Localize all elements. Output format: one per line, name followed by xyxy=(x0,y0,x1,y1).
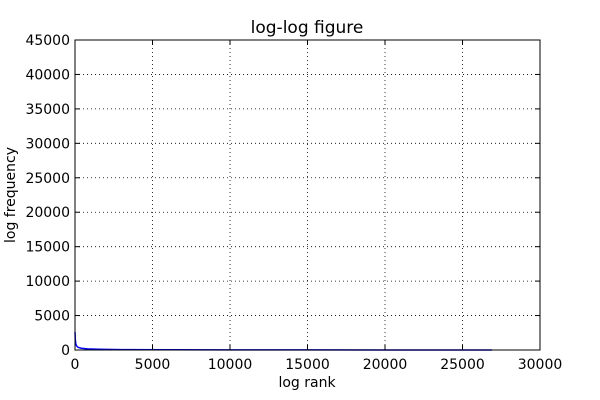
y-tick-label: 40000 xyxy=(25,67,70,83)
y-tick-label: 25000 xyxy=(25,171,70,187)
y-tick-label: 45000 xyxy=(25,33,70,49)
x-tick-label: 5000 xyxy=(135,357,171,373)
y-tick-label: 10000 xyxy=(25,274,70,290)
y-axis-label: log frequency xyxy=(3,147,19,243)
chart-title: log-log figure xyxy=(251,18,364,38)
x-tick-label: 0 xyxy=(71,357,80,373)
grid xyxy=(75,40,540,350)
y-tick-label: 15000 xyxy=(25,240,70,256)
y-tick-label: 0 xyxy=(61,343,70,359)
y-tick-label: 20000 xyxy=(25,205,70,221)
x-tick-label: 10000 xyxy=(208,357,253,373)
x-tick-label: 30000 xyxy=(518,357,563,373)
x-axis-label: log rank xyxy=(278,375,336,391)
x-tick-label: 15000 xyxy=(285,357,330,373)
y-tick-label: 5000 xyxy=(34,309,70,325)
y-tick-label: 30000 xyxy=(25,136,70,152)
ticks: 0 5000 10000 15000 20000 25000 30000 0 5000 10000… xyxy=(25,33,562,373)
x-tick-label: 25000 xyxy=(440,357,485,373)
y-tick-label: 35000 xyxy=(25,102,70,118)
x-tick-label: 20000 xyxy=(363,357,408,373)
